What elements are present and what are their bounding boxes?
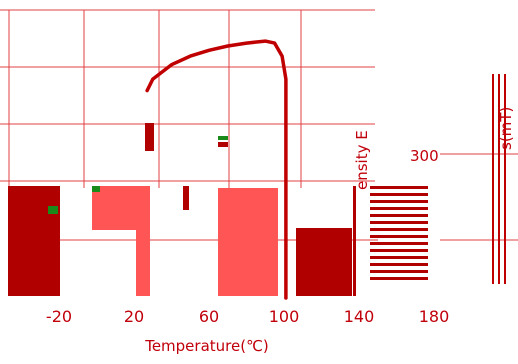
stripe-bar-4 <box>370 214 428 217</box>
stripe-bar-11 <box>370 263 428 266</box>
x-tick-label: -20 <box>46 307 72 326</box>
curve-layer <box>145 39 288 300</box>
block-dark-left <box>8 186 60 296</box>
block-dark-small <box>145 123 154 151</box>
left-rotated-axis-label: ensity E <box>353 130 371 190</box>
right-rotated-axis-label: s(mT) <box>497 107 515 150</box>
block-light-1a <box>92 186 150 230</box>
stripe-bar-7 <box>370 235 428 238</box>
bar-thin-1 <box>183 186 189 210</box>
stripe-bar-9 <box>370 249 428 252</box>
bar-thin-2 <box>353 186 356 296</box>
stripe-bar-10 <box>370 256 428 259</box>
stripe-bar-3 <box>370 207 428 210</box>
stripe-bar-5 <box>370 221 428 224</box>
x-tick-label: 20 <box>124 307 144 326</box>
data-blocks <box>8 74 506 296</box>
x-tick-label: 140 <box>344 307 375 326</box>
stripe-bar-0 <box>370 186 428 189</box>
stripe-bar-1 <box>370 193 428 196</box>
stripe-bar-12 <box>370 270 428 273</box>
stripe-bar-2 <box>370 200 428 203</box>
block-dark-right <box>296 228 352 296</box>
block-green-2 <box>48 206 58 214</box>
x-tick-label: 60 <box>199 307 219 326</box>
x-axis-label: Temperature(℃) <box>144 337 269 355</box>
x-tick-label: 100 <box>269 307 300 326</box>
block-green-3 <box>218 136 228 140</box>
stripe-bar-8 <box>370 242 428 245</box>
stripe-bar-6 <box>370 228 428 231</box>
block-dark-mini <box>218 142 228 147</box>
series-line-0 <box>145 39 288 300</box>
right-axis-tick-300: 300 <box>410 147 439 165</box>
block-light-1b <box>136 228 150 296</box>
stripe-bar-13 <box>370 277 428 280</box>
x-tick-label: 180 <box>419 307 450 326</box>
block-light-2 <box>218 188 278 296</box>
x-tick-labels: -20 20 60 100 140 180 <box>46 307 449 326</box>
block-green-1 <box>92 186 100 192</box>
